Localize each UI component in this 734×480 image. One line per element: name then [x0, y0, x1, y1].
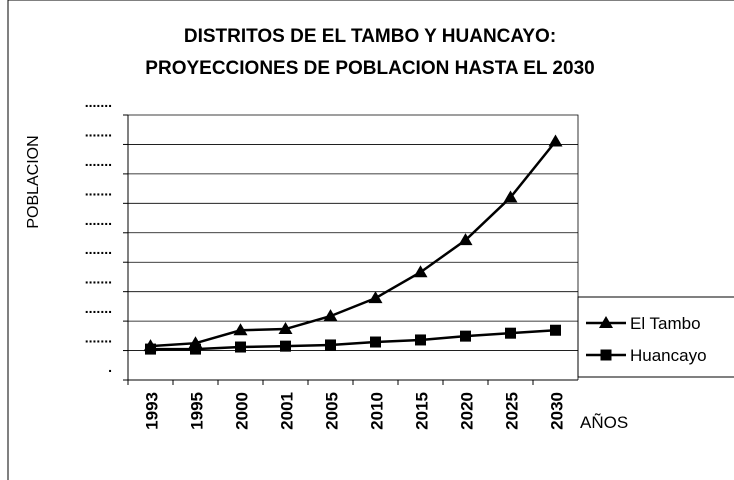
- x-tick-label: 2025: [503, 392, 522, 430]
- marker: [370, 336, 381, 348]
- x-tick-label: 2030: [548, 392, 567, 430]
- marker: [548, 134, 563, 147]
- y-tick-label: .......: [85, 94, 112, 110]
- x-axis-label: AÑOS: [580, 413, 628, 432]
- marker: [325, 339, 336, 351]
- y-tick-label: .......: [85, 182, 112, 198]
- marker: [145, 343, 156, 355]
- y-tick-label: .......: [85, 212, 112, 228]
- series-line: [150, 140, 557, 348]
- y-tick-label: .......: [85, 153, 112, 169]
- legend: [577, 296, 734, 378]
- x-tick-label: 1995: [188, 392, 207, 430]
- legend-label: Huancayo: [630, 346, 707, 365]
- x-tick-label: 2020: [458, 392, 477, 430]
- marker: [235, 341, 246, 353]
- plot-area: [128, 115, 578, 380]
- legend-label: El Tambo: [630, 314, 701, 333]
- marker: [190, 343, 201, 355]
- y-axis-label: POBLACION: [25, 135, 42, 228]
- legend-marker: [600, 349, 612, 361]
- marker: [233, 323, 248, 336]
- chart-title: PROYECCIONES DE POBLACION HASTA EL 2030: [145, 58, 594, 79]
- x-tick-label: 2001: [278, 392, 297, 430]
- x-tick-label: 2010: [368, 392, 387, 430]
- marker: [550, 324, 561, 336]
- y-tick-label: .......: [85, 330, 112, 346]
- marker: [278, 322, 293, 335]
- marker: [505, 327, 516, 339]
- marker: [280, 340, 291, 352]
- marker: [413, 265, 428, 278]
- x-tick-label: 1993: [143, 392, 162, 430]
- y-tick-label: .......: [85, 123, 112, 139]
- chart-title: DISTRITOS DE EL TAMBO Y HUANCAYO:: [184, 26, 556, 47]
- y-tick-label: .......: [85, 271, 112, 287]
- marker: [503, 190, 518, 203]
- legend-marker: [599, 316, 613, 328]
- plot-border: [128, 114, 579, 380]
- y-tick-label: .......: [85, 300, 112, 316]
- y-tick-label: .......: [85, 241, 112, 257]
- series-line: [150, 328, 556, 351]
- marker: [415, 334, 426, 346]
- marker: [368, 291, 383, 304]
- x-tick-label: 2000: [233, 392, 252, 430]
- x-tick-label: 2015: [413, 392, 432, 430]
- marker: [458, 233, 473, 246]
- marker: [460, 330, 471, 342]
- marker: [323, 309, 338, 322]
- y-tick-label: .: [108, 359, 112, 375]
- x-tick-label: 2005: [323, 392, 342, 430]
